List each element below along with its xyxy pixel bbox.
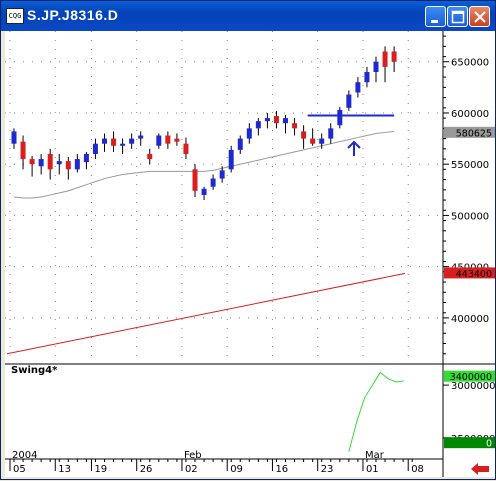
window-title: S.JP.J8316.D (27, 7, 119, 23)
month-label: Mar (365, 450, 385, 461)
candle-body (129, 138, 135, 144)
candle-body (246, 128, 252, 139)
candle-body (102, 138, 107, 144)
candle-body (147, 153, 153, 160)
candle-body (201, 188, 207, 195)
candle-body (346, 94, 352, 108)
candle-body (138, 135, 144, 139)
minimize-icon (431, 20, 438, 23)
price-tick-label: 400000 (451, 314, 489, 325)
candle-body (192, 169, 198, 191)
scroll-left-arrow-icon[interactable] (471, 463, 489, 475)
month-label: Feb (184, 450, 202, 461)
candle-body (174, 138, 180, 142)
indicator-marker-label: 0 (486, 439, 492, 450)
candle-body (65, 161, 71, 170)
indicator-tick-label: 3000000 (451, 381, 495, 392)
candle-body (391, 51, 397, 62)
close-icon (474, 11, 486, 23)
indicator-label: Swing4* (11, 365, 58, 376)
candle-body (74, 159, 80, 170)
indicator-marker (444, 370, 495, 382)
candle-body (337, 109, 343, 126)
candle-body (47, 153, 53, 170)
candle-body (355, 82, 361, 93)
moving-average-line (13, 130, 395, 199)
price-marker-label: 443400 (456, 269, 492, 280)
date-tick-label: 26 (140, 464, 153, 475)
price-tick-label: 650000 (451, 58, 489, 69)
minimize-button[interactable] (425, 6, 446, 27)
candle-body (210, 178, 216, 187)
candle-body (228, 149, 234, 170)
date-tick-label: 16 (275, 464, 288, 475)
price-marker (444, 126, 495, 138)
date-tick-label: 02 (185, 464, 198, 475)
candle-body (273, 116, 279, 124)
app-logo-icon: CQG (6, 8, 24, 24)
date-tick-label: 13 (58, 464, 71, 475)
candle-body (120, 143, 126, 146)
indicator-marker (444, 437, 495, 449)
indicator-line (348, 371, 404, 452)
date-tick-label: 19 (94, 464, 107, 475)
indicator-marker-label: 3400000 (450, 372, 492, 383)
date-tick-label: 05 (13, 464, 26, 475)
candle-body (29, 159, 35, 165)
price-tick-label: 600000 (451, 109, 489, 120)
chart-area[interactable]: 6500006000005500005000004500004000005806… (5, 31, 496, 477)
candle-body (20, 141, 26, 160)
candle-body (255, 121, 261, 129)
candle-body (219, 170, 225, 179)
price-marker (444, 267, 495, 279)
title-bar[interactable]: CQG S.JP.J8316.D (1, 1, 495, 31)
candle-body (319, 138, 325, 144)
candle-body (183, 143, 189, 154)
maximize-button[interactable] (447, 6, 468, 27)
candle-body (38, 159, 44, 167)
candle-body (301, 131, 307, 139)
candle-body (364, 71, 370, 83)
maximize-icon (451, 10, 465, 24)
candle-body (292, 123, 298, 129)
candle-body (56, 161, 62, 165)
candle-body (11, 131, 17, 144)
month-label: 2004 (12, 450, 37, 461)
candle-body (156, 135, 162, 146)
chart-svg[interactable]: 6500006000005500005000004500004000005806… (5, 31, 496, 477)
candle-body (382, 51, 388, 67)
date-tick-label: 23 (321, 464, 334, 475)
price-marker-label: 580625 (456, 128, 492, 139)
candle-body (92, 143, 98, 154)
trend-line (6, 272, 406, 355)
candle-body (237, 138, 243, 150)
candle-body (264, 118, 270, 122)
candle-body (373, 61, 379, 72)
candle-body (310, 138, 316, 144)
candle-body (283, 118, 288, 124)
candle-body (165, 135, 171, 144)
price-tick-label: 500000 (451, 211, 489, 222)
date-tick-label: 08 (411, 464, 424, 475)
date-tick-label: 01 (366, 464, 379, 475)
buy-arrow-icon (347, 140, 361, 156)
candle-body (328, 128, 334, 139)
candle-body (111, 138, 117, 146)
date-tick-label: 09 (230, 464, 243, 475)
price-tick-label: 550000 (451, 160, 489, 171)
candle-body (83, 153, 89, 163)
close-button[interactable] (469, 6, 490, 27)
